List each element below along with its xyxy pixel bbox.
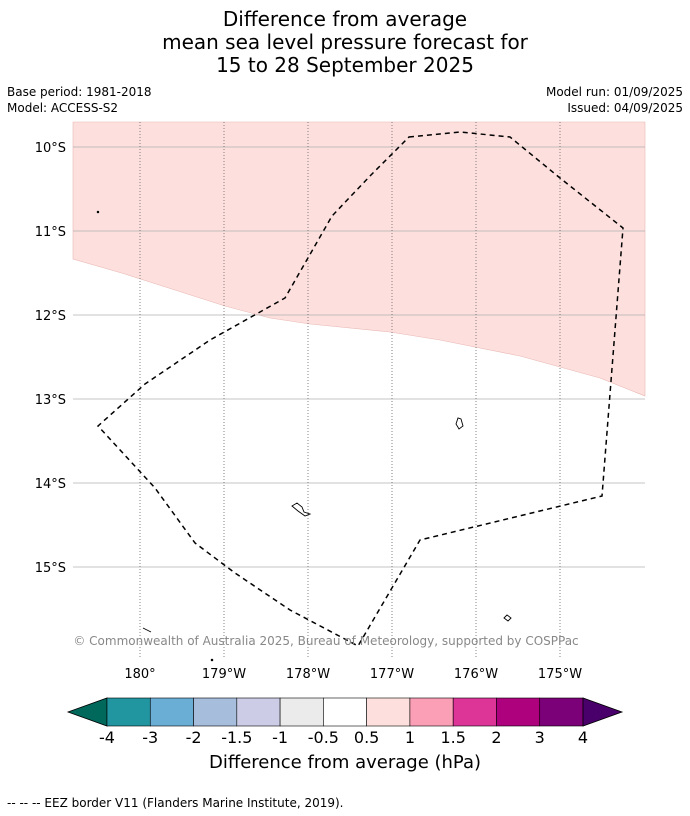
lat-label-11s: 11°S (35, 225, 66, 240)
colorbar-tick-label: -1 (272, 728, 288, 747)
colorbar-segment (149, 697, 194, 727)
island-futuna (503, 614, 512, 622)
lat-labels: 10°S 11°S 12°S 13°S 14°S 15°S (35, 141, 66, 576)
colorbar-segment (409, 697, 454, 727)
colorbar-tick-label: 1 (405, 728, 415, 747)
island-wallis (291, 502, 312, 517)
lon-label-180: 180° (124, 667, 155, 682)
colorbar: -4 -3 -2 -1.5 -1 -0.5 0.5 1 1.5 2 3 4 (66, 697, 624, 747)
lon-label-175w: 175°W (538, 667, 582, 682)
colorbar-extend-low (66, 697, 108, 727)
model-run: Model run: 01/09/2025 (545, 85, 683, 99)
colorbar-segment (496, 697, 541, 727)
title-line-1: Difference from average (222, 7, 468, 31)
anomaly-region-0.5-to-1 (72, 121, 646, 397)
issued-date: Issued: 04/09/2025 (567, 101, 683, 115)
colorbar-segment (539, 697, 584, 727)
colorbar-segment (452, 697, 497, 727)
colorbar-segment (366, 697, 411, 727)
colorbar-tick-label: -2 (186, 728, 202, 747)
colorbar-tick-label: 0.5 (354, 728, 379, 747)
eez-border (96, 131, 624, 647)
lon-label-177w: 177°W (370, 667, 414, 682)
colorbar-tick-label: 4 (578, 728, 588, 747)
colorbar-extend-high (582, 697, 624, 727)
colorbar-tick-label: -1.5 (221, 728, 252, 747)
island-dot-south (210, 658, 214, 662)
colorbar-tick-label: -3 (142, 728, 158, 747)
colorbar-label: Difference from average (hPa) (208, 752, 482, 773)
colorbar-segment (323, 697, 367, 727)
lat-label-14s: 14°S (35, 477, 66, 492)
island-taveuni-rotuma (455, 417, 464, 430)
copyright-notice: © Commonwealth of Australia 2025, Bureau… (73, 634, 578, 648)
title-line-2: mean sea level pressure forecast for (162, 30, 528, 54)
model-name: Model: ACCESS-S2 (7, 101, 119, 115)
colorbar-tick-label: 3 (535, 728, 545, 747)
colorbar-segment (236, 697, 281, 727)
lat-gridlines (73, 146, 645, 568)
title-line-3: 15 to 28 September 2025 (216, 53, 474, 77)
meta-left: Base period: 1981-2018 Model: ACCESS-S2 (7, 84, 152, 116)
lat-label-10s: 10°S (35, 141, 66, 156)
map-title: Difference from average mean sea level p… (0, 8, 690, 77)
lat-label-13s: 13°S (35, 393, 66, 408)
meta-right: Model run: 01/09/2025 Issued: 04/09/2025 (546, 84, 683, 116)
lon-gridlines (139, 122, 561, 658)
lat-label-15s: 15°S (35, 561, 66, 576)
base-period: Base period: 1981-2018 (7, 85, 152, 99)
colorbar-segment (193, 697, 238, 727)
eez-legend-note: -- -- -- EEZ border V11 (Flanders Marine… (7, 796, 344, 810)
lon-label-179w: 179°W (202, 667, 246, 682)
colorbar-tick-label: 2 (491, 728, 501, 747)
lat-label-12s: 12°S (35, 309, 66, 324)
colorbar-segment (279, 697, 324, 727)
colorbar-tick-label: 1.5 (440, 728, 465, 747)
colorbar-tick-label: -0.5 (308, 728, 339, 747)
islands (96, 210, 512, 662)
colorbar-tick-label: -4 (99, 728, 115, 747)
lon-label-176w: 176°W (454, 667, 498, 682)
island-west-fragment (142, 627, 152, 633)
lon-label-178w: 178°W (286, 667, 330, 682)
colorbar-segment (106, 697, 151, 727)
island-dot-north (96, 210, 100, 214)
lon-labels: 180° 179°W 178°W 177°W 176°W 175°W (124, 667, 582, 682)
